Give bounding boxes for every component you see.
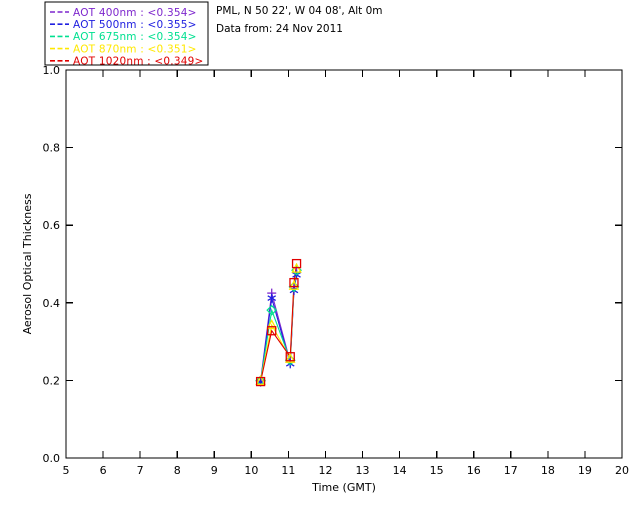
y-tick-label: 0.4 [43, 297, 61, 310]
y-tick-label: 0.0 [43, 452, 61, 465]
plot-header: PML, N 50 22', W 04 08', Alt 0m Data from… [216, 5, 383, 35]
data-series-layer [255, 258, 302, 387]
x-tick-label: 11 [281, 464, 295, 477]
data-point-aot-1020nm [267, 326, 277, 336]
data-point-aot-1020nm [285, 352, 295, 362]
x-tick-label: 16 [467, 464, 481, 477]
data-point-aot-1020nm [289, 277, 299, 288]
legend: AOT 400nm : <0.354>AOT 500nm : <0.355>AO… [44, 1, 209, 68]
x-tick-label: 10 [244, 464, 258, 477]
data-point-aot-1020nm [255, 376, 266, 387]
x-tick-label: 6 [100, 464, 107, 477]
x-tick-label: 8 [174, 464, 181, 477]
x-tick-label: 13 [356, 464, 370, 477]
data-point-aot-870nm [255, 374, 266, 385]
x-tick-label: 14 [393, 464, 407, 477]
data-point-aot-675nm [266, 304, 278, 316]
y-tick-label: 0.2 [43, 374, 61, 387]
y-tick-label: 0.8 [43, 142, 61, 155]
axis-tick-labels: 5 6 7 8 9 10 11 12 13 14 15 16 17 18 19 20 0.0 0.2 0.4 0.6 0… [43, 64, 630, 477]
plot-frame [65, 69, 623, 459]
x-tick-label: 7 [137, 464, 144, 477]
x-tick-label: 20 [615, 464, 629, 477]
y-tick-label: 0.6 [43, 219, 61, 232]
x-tick-label: 15 [430, 464, 444, 477]
axis-ticks [65, 69, 623, 459]
legend-aot-675nm-label: AOT 675nm : <0.354> [73, 31, 197, 43]
data-point-aot-870nm [288, 279, 300, 290]
axis-titles: Time (GMT) Aerosol Optical Thickness [21, 193, 376, 494]
data-point-aot-675nm [288, 281, 300, 293]
x-tick-label: 18 [541, 464, 555, 477]
legend-border [44, 1, 209, 66]
x-axis-title: Time (GMT) [311, 481, 376, 494]
x-tick-label: 9 [211, 464, 218, 477]
data-point-aot-1020nm [291, 258, 302, 269]
x-tick-label: 19 [578, 464, 592, 477]
data-point-aot-870nm [266, 319, 277, 330]
legend-aot-500nm-label: AOT 500nm : <0.355> [73, 19, 197, 31]
y-axis-title: Aerosol Optical Thickness [21, 193, 34, 334]
x-tick-label: 17 [504, 464, 518, 477]
data-point-aot-500nm [267, 293, 277, 303]
header-site-line: PML, N 50 22', W 04 08', Alt 0m [216, 5, 383, 17]
header-date-line: Data from: 24 Nov 2011 [216, 23, 343, 35]
legend-aot-870nm-label: AOT 870nm : <0.351> [73, 43, 197, 55]
legend-aot-400nm-label: AOT 400nm : <0.354> [73, 7, 197, 19]
y-tick-label: 1.0 [43, 64, 61, 77]
plot-axes [65, 69, 623, 459]
legend-aot-1020nm-label: AOT 1020nm : <0.349> [73, 56, 204, 68]
x-tick-label: 12 [318, 464, 332, 477]
x-tick-label: 5 [63, 464, 70, 477]
data-point-aot-870nm [284, 352, 296, 363]
